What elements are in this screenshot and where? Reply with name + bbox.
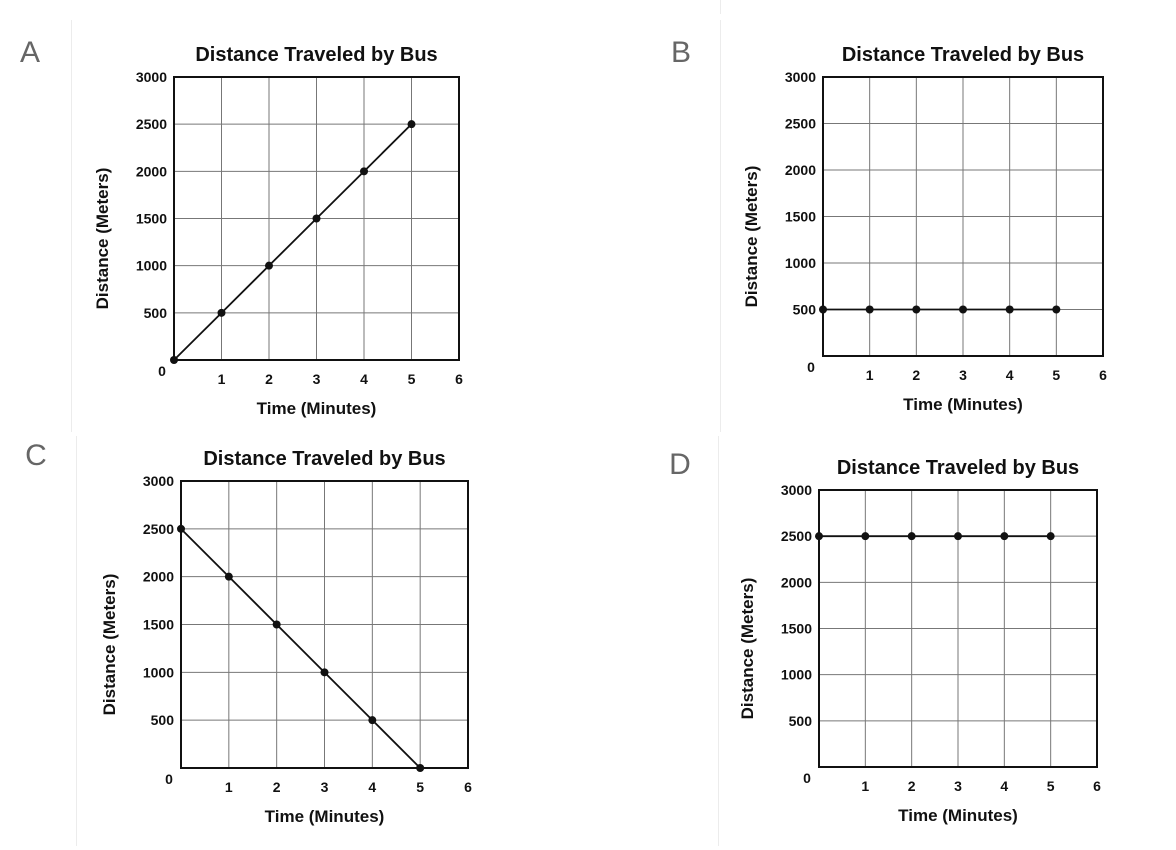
x-axis-label: Time (Minutes) — [257, 399, 377, 418]
y-tick-label: 2000 — [785, 162, 816, 178]
x-tick-label: 3 — [321, 779, 329, 795]
y-tick-label: 2500 — [143, 521, 174, 537]
y-axis-label: Distance (Meters) — [100, 574, 119, 716]
y-tick-label: 2500 — [785, 116, 816, 132]
x-tick-label: 1 — [218, 371, 226, 387]
x-tick-label: 2 — [908, 778, 916, 794]
data-point — [218, 309, 226, 317]
chart-panel-a: A Distance Traveled by Bus 500 1000 1500 2000… — [20, 36, 463, 418]
data-point — [912, 306, 920, 314]
y-tick-label: 500 — [144, 305, 168, 321]
y-tick-label: 3000 — [143, 473, 174, 489]
data-point — [1000, 532, 1008, 540]
y-tick-label: 2000 — [143, 569, 174, 585]
x-tick-label: 4 — [1006, 367, 1014, 383]
y-tick-label: 1000 — [143, 664, 174, 680]
y-tick-label: 500 — [793, 302, 817, 318]
x-tick-label: 0 — [165, 771, 173, 787]
panel-letter: C — [25, 439, 47, 472]
data-point — [360, 167, 368, 175]
x-tick-label: 4 — [368, 779, 376, 795]
x-tick-label: 3 — [313, 371, 321, 387]
y-tick-label: 1000 — [785, 255, 816, 271]
data-point — [416, 764, 424, 772]
chart-panel-c: C Distance Traveled by Bus 500 1000 1500 2000… — [25, 439, 472, 826]
data-point — [177, 525, 185, 533]
panel-letter: D — [669, 448, 691, 481]
x-tick-label: 1 — [225, 779, 233, 795]
x-tick-label: 5 — [1052, 367, 1060, 383]
y-tick-label: 3000 — [781, 482, 812, 498]
y-tick-label: 2000 — [136, 163, 167, 179]
chart-panel-b: B Distance Traveled by Bus 500 1000 1500 2000… — [671, 36, 1107, 414]
x-axis-label: Time (Minutes) — [903, 395, 1023, 414]
x-tick-label: 6 — [1093, 778, 1101, 794]
series-line — [181, 529, 420, 768]
x-tick-label: 6 — [455, 371, 463, 387]
x-tick-label: 4 — [1000, 778, 1008, 794]
x-tick-label: 5 — [408, 371, 416, 387]
data-point — [819, 306, 827, 314]
data-point — [861, 532, 869, 540]
data-point — [954, 532, 962, 540]
x-tick-label: 1 — [866, 367, 874, 383]
x-axis-label: Time (Minutes) — [265, 807, 385, 826]
y-axis-label: Distance (Meters) — [93, 168, 112, 310]
chart-title: Distance Traveled by Bus — [195, 44, 437, 66]
data-point — [265, 262, 273, 270]
data-point — [815, 532, 823, 540]
data-point — [1006, 306, 1014, 314]
x-tick-label: 2 — [912, 367, 920, 383]
y-tick-label: 1500 — [785, 209, 816, 225]
x-tick-label: 1 — [861, 778, 869, 794]
y-tick-label: 2500 — [136, 116, 167, 132]
data-point — [1052, 306, 1060, 314]
x-tick-label: 3 — [959, 367, 967, 383]
x-axis-label: Time (Minutes) — [898, 806, 1018, 825]
x-tick-label: 6 — [1099, 367, 1107, 383]
y-tick-label: 2000 — [781, 574, 812, 590]
y-tick-label: 500 — [151, 712, 175, 728]
panel-letter: A — [20, 36, 40, 69]
y-tick-label: 3000 — [136, 69, 167, 85]
data-point — [225, 573, 233, 581]
y-tick-label: 1500 — [143, 617, 174, 633]
chart-title: Distance Traveled by Bus — [837, 457, 1079, 479]
data-point — [321, 668, 329, 676]
data-point — [1047, 532, 1055, 540]
data-point — [408, 120, 416, 128]
x-tick-label: 0 — [803, 770, 811, 786]
panel-letter: B — [671, 36, 691, 69]
x-tick-label: 4 — [360, 371, 368, 387]
data-point — [908, 532, 916, 540]
y-tick-label: 1000 — [781, 667, 812, 683]
chart-title: Distance Traveled by Bus — [203, 448, 445, 470]
y-tick-label: 2500 — [781, 528, 812, 544]
x-tick-label: 2 — [273, 779, 281, 795]
chart-title: Distance Traveled by Bus — [842, 44, 1084, 66]
data-point — [368, 716, 376, 724]
data-point — [959, 306, 967, 314]
y-tick-label: 3000 — [785, 69, 816, 85]
y-axis-label: Distance (Meters) — [742, 166, 761, 308]
x-tick-label: 5 — [416, 779, 424, 795]
data-point — [313, 215, 321, 223]
y-tick-label: 1000 — [136, 258, 167, 274]
data-point — [273, 621, 281, 629]
x-tick-label: 3 — [954, 778, 962, 794]
data-point — [866, 306, 874, 314]
x-tick-label: 0 — [807, 359, 815, 375]
x-tick-label: 2 — [265, 371, 273, 387]
charts-canvas: A Distance Traveled by Bus500100015002000… — [0, 0, 1176, 850]
x-tick-label: 6 — [464, 779, 472, 795]
y-tick-label: 500 — [789, 713, 813, 729]
data-point — [170, 356, 178, 364]
x-tick-label: 5 — [1047, 778, 1055, 794]
y-axis-label: Distance (Meters) — [738, 578, 757, 720]
chart-panel-d: D Distance Traveled by Bus 500 1000 1500 2000… — [669, 448, 1101, 825]
y-tick-label: 1500 — [781, 621, 812, 637]
y-tick-label: 1500 — [136, 211, 167, 227]
x-tick-label: 0 — [158, 363, 166, 379]
series-line — [174, 124, 412, 360]
